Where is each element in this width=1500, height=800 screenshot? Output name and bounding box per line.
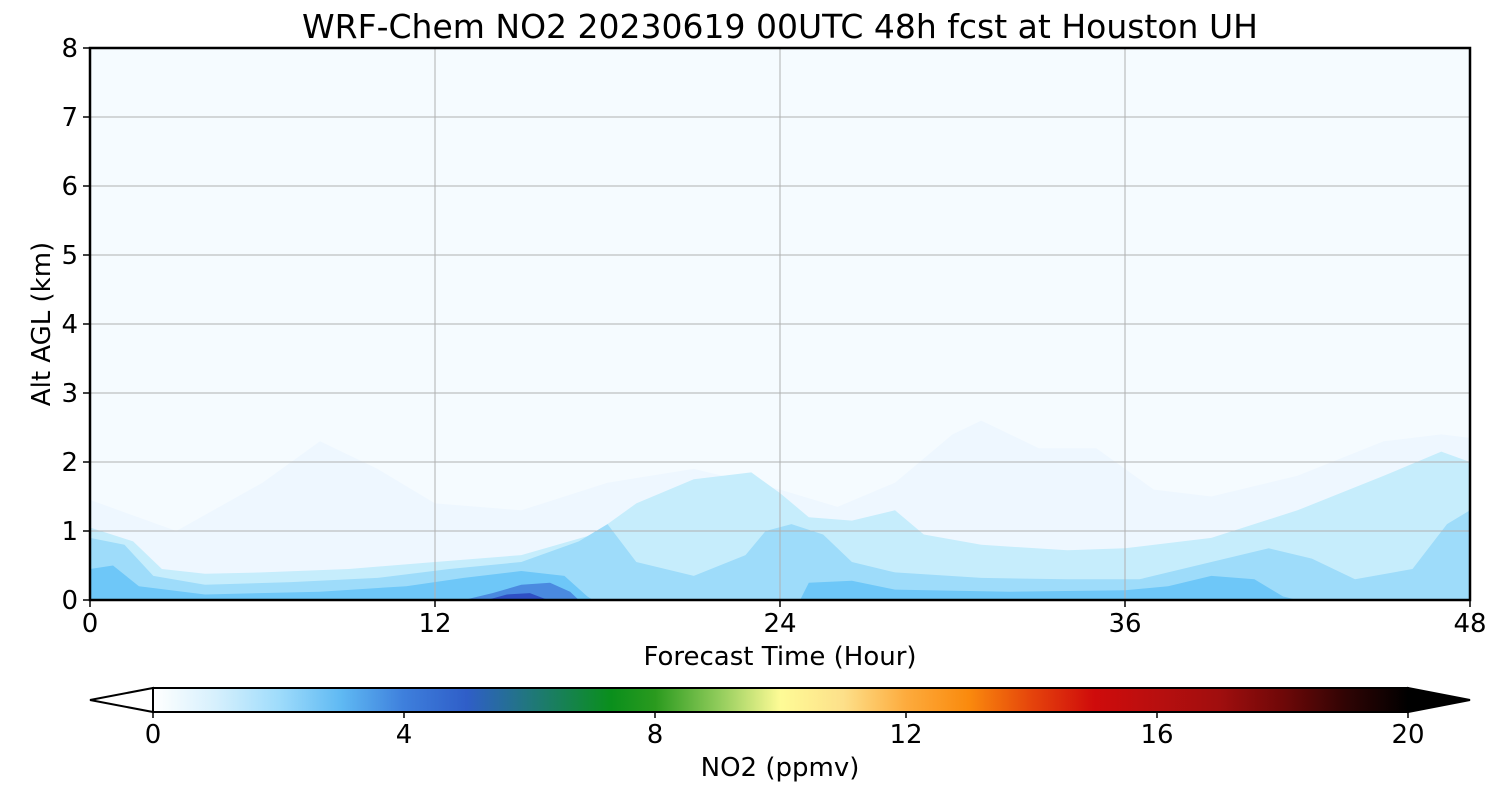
y-tick-label: 2 xyxy=(61,448,78,478)
y-tick-label: 5 xyxy=(61,241,78,271)
colorbar-extend-min xyxy=(89,686,154,714)
x-axis-label: Forecast Time (Hour) xyxy=(643,642,916,672)
colorbar-gradient xyxy=(152,687,1409,713)
y-tick-label: 1 xyxy=(61,517,78,547)
y-tick-label: 6 xyxy=(61,172,78,202)
x-tick-label: 12 xyxy=(418,609,451,639)
y-tick-label: 7 xyxy=(61,103,78,133)
colorbar-ticks: 0 4 8 12 16 20 xyxy=(145,712,1425,750)
colorbar-label: NO2 (ppmv) xyxy=(701,753,860,783)
colorbar-tick-label: 4 xyxy=(396,720,413,750)
colorbar-tick-label: 20 xyxy=(1391,720,1424,750)
x-tick-label: 24 xyxy=(763,609,796,639)
y-tick-label: 3 xyxy=(61,379,78,409)
x-tick-label: 36 xyxy=(1108,609,1141,639)
chart-title: WRF-Chem NO2 20230619 00UTC 48h fcst at … xyxy=(302,7,1258,46)
y-axis: 0 1 2 3 4 5 6 7 8 xyxy=(61,34,90,616)
x-tick-label: 48 xyxy=(1453,609,1486,639)
contour-level-4 xyxy=(463,582,579,600)
colorbar-tick-label: 16 xyxy=(1140,720,1173,750)
colorbar-tick-label: 8 xyxy=(647,720,664,750)
colorbar: 0 4 8 12 16 20 xyxy=(89,686,1471,750)
y-tick-label: 0 xyxy=(61,586,78,616)
y-axis-label: Alt AGL (km) xyxy=(27,242,57,406)
x-tick-label: 0 xyxy=(82,609,99,639)
y-tick-label: 4 xyxy=(61,310,78,340)
colorbar-tick-label: 0 xyxy=(145,720,162,750)
colorbar-extend-max xyxy=(1407,686,1471,714)
y-tick-label: 8 xyxy=(61,34,78,64)
x-axis: 0 12 24 36 48 xyxy=(82,600,1487,639)
contour-level-3 xyxy=(90,565,1298,600)
colorbar-tick-label: 12 xyxy=(889,720,922,750)
contour-level-5 xyxy=(486,593,550,600)
